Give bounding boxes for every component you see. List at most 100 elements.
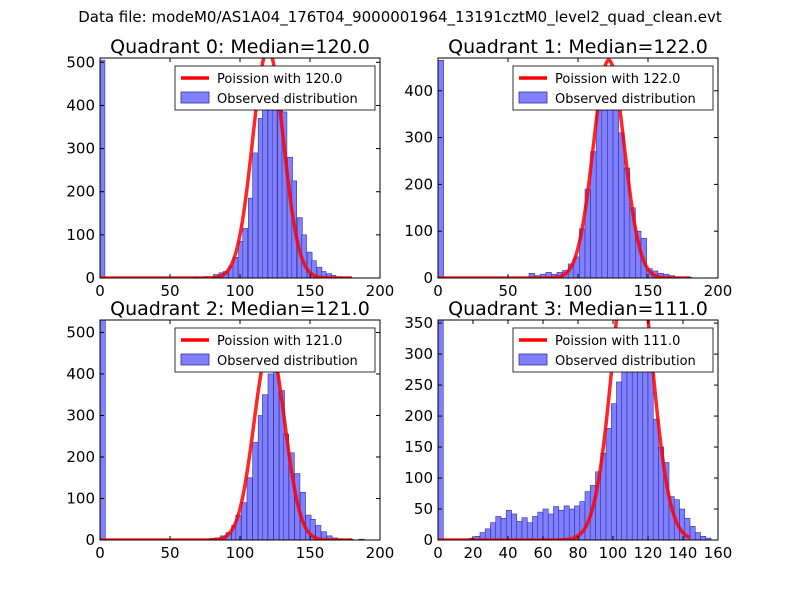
histogram-bar <box>495 516 502 540</box>
histogram-bar <box>568 508 575 540</box>
y-tick-label: 100 <box>404 222 433 240</box>
histogram-bar <box>241 502 248 540</box>
histogram-bar <box>618 132 625 278</box>
histogram-bar <box>252 152 258 278</box>
y-tick-label: 400 <box>404 82 433 100</box>
y-tick-label: 300 <box>404 345 433 363</box>
y-tick-label: 0 <box>85 531 95 549</box>
histogram-bar <box>438 320 444 540</box>
x-tick-label: 0 <box>433 282 443 300</box>
subplot-title: Quadrant 2: Median=121.0 <box>110 298 370 320</box>
histogram-bar <box>242 228 249 278</box>
histogram-bar <box>271 83 278 278</box>
histogram-bar <box>281 111 288 278</box>
legend-label-observed: Observed distribution <box>555 92 696 107</box>
legend: Poission with 121.0 Observed distribution <box>174 327 376 373</box>
histogram-bar <box>558 509 565 540</box>
x-tick-label: 150 <box>634 282 663 300</box>
histogram-bar <box>511 513 518 540</box>
x-tick-label: 20 <box>463 544 482 562</box>
x-tick-label: 150 <box>296 282 325 300</box>
x-tick-label: 50 <box>160 544 179 562</box>
x-tick-label: 100 <box>564 282 593 300</box>
legend-label-poisson: Poission with 121.0 <box>217 334 342 349</box>
histogram-bar <box>490 522 497 540</box>
x-tick-label: 80 <box>568 544 587 562</box>
histogram-bar <box>610 403 617 540</box>
histogram-bar <box>532 516 539 540</box>
histogram-bar <box>521 517 528 540</box>
y-tick-label: 350 <box>404 314 433 332</box>
histogram-bar <box>100 59 106 278</box>
poisson-curve <box>100 58 352 278</box>
histogram-bar <box>505 509 512 540</box>
x-tick-label: 150 <box>296 544 325 562</box>
quadrant-1-panel: 0 50 100 150 200 0 100 200 300 400 Quadrant 1: Med… <box>404 36 732 300</box>
histogram-bar <box>612 97 619 278</box>
x-tick-label: 120 <box>634 544 663 562</box>
histogram-bar <box>595 109 603 278</box>
y-tick-label: 0 <box>423 269 433 287</box>
histogram-bar <box>542 508 549 540</box>
x-tick-label: 200 <box>366 544 395 562</box>
legend: Poission with 120.0 Observed distribution <box>174 65 376 111</box>
histogram-bar <box>616 381 623 540</box>
legend: Poission with 111.0 Observed distribution <box>512 327 714 373</box>
legend-label-poisson: Poission with 111.0 <box>555 334 680 349</box>
histogram-bar <box>689 526 696 540</box>
histogram-bar <box>526 522 533 540</box>
histogram-bar <box>516 521 523 540</box>
histogram-bar <box>694 532 701 540</box>
x-tick-label: 160 <box>704 544 733 562</box>
y-tick-label: 50 <box>414 500 433 518</box>
y-tick-label: 500 <box>66 323 95 341</box>
x-tick-label: 100 <box>599 544 628 562</box>
y-tick-label: 200 <box>66 448 95 466</box>
x-tick-label: 50 <box>498 282 517 300</box>
histogram-bar <box>500 518 507 540</box>
histogram-bars <box>438 320 712 540</box>
histogram-bars <box>438 60 692 278</box>
subplot-title: Quadrant 0: Median=120.0 <box>110 36 370 58</box>
quadrant-3-panel: 0 20 40 60 80 100 120 140 160 0 50 100 150 200 250 300 3… <box>404 298 733 562</box>
poisson-curve <box>438 58 690 278</box>
histogram-bar <box>605 428 612 540</box>
y-tick-label: 0 <box>423 531 433 549</box>
legend: Poission with 122.0 Observed distribution <box>512 65 714 111</box>
histogram-bar <box>438 60 444 278</box>
y-tick-label: 150 <box>404 438 433 456</box>
y-tick-label: 100 <box>66 226 95 244</box>
histogram-bar <box>601 97 608 278</box>
quadrant-2-panel: 0 50 100 150 200 0 100 200 300 400 500 Quadrant 2: … <box>66 298 394 562</box>
x-tick-label: 50 <box>160 282 179 300</box>
histogram-bar <box>262 394 269 540</box>
histogram-bar <box>700 535 707 540</box>
y-tick-label: 100 <box>404 469 433 487</box>
y-tick-label: 200 <box>404 407 433 425</box>
x-tick-label: 200 <box>366 282 395 300</box>
y-tick-label: 200 <box>66 183 95 201</box>
legend-bar-swatch <box>180 353 210 366</box>
x-tick-label: 60 <box>533 544 552 562</box>
y-tick-label: 100 <box>66 489 95 507</box>
histogram-bar <box>252 442 259 540</box>
y-tick-label: 300 <box>66 406 95 424</box>
histogram-bar <box>262 105 268 278</box>
x-tick-label: 140 <box>669 544 698 562</box>
x-tick-label: 0 <box>95 282 105 300</box>
quadrant-0-panel: 0 50 100 150 200 0 100 200 300 400 500 Quadrant 0: … <box>66 36 394 300</box>
x-tick-label: 100 <box>226 544 255 562</box>
y-tick-label: 200 <box>404 175 433 193</box>
y-tick-label: 250 <box>404 376 433 394</box>
y-tick-label: 500 <box>66 53 95 71</box>
legend-label-observed: Observed distribution <box>217 354 358 369</box>
y-tick-label: 300 <box>66 140 95 158</box>
x-tick-label: 100 <box>226 282 255 300</box>
subplot-title: Quadrant 1: Median=122.0 <box>448 36 708 58</box>
y-tick-label: 400 <box>66 365 95 383</box>
histogram-bar <box>705 537 712 540</box>
legend-bar-swatch <box>518 353 548 366</box>
histogram-bar <box>246 477 253 540</box>
histogram-bar <box>537 511 544 540</box>
